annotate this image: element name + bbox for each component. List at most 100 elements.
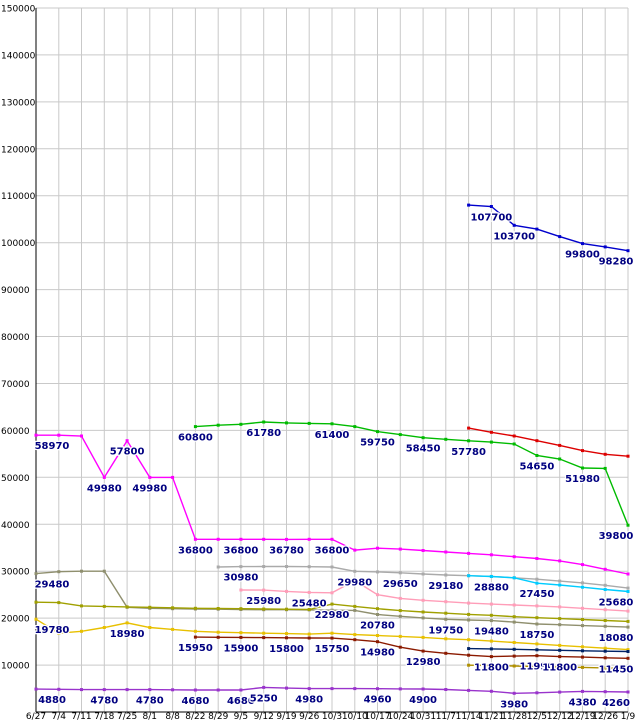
svg-text:51980: 51980 xyxy=(565,474,600,485)
svg-text:19750: 19750 xyxy=(428,625,463,636)
svg-text:11800: 11800 xyxy=(474,663,509,674)
svg-text:54650: 54650 xyxy=(520,462,555,473)
svg-text:103700: 103700 xyxy=(493,231,535,242)
svg-text:18080: 18080 xyxy=(599,633,634,644)
svg-text:107700: 107700 xyxy=(471,213,513,224)
svg-text:1/9: 1/9 xyxy=(621,712,636,720)
svg-text:39800: 39800 xyxy=(599,531,634,542)
svg-text:30000: 30000 xyxy=(1,568,30,578)
svg-text:14980: 14980 xyxy=(360,648,395,659)
svg-text:8/29: 8/29 xyxy=(208,712,228,720)
svg-text:61780: 61780 xyxy=(246,428,281,439)
svg-text:11/28: 11/28 xyxy=(501,712,527,720)
svg-text:11/21: 11/21 xyxy=(478,712,504,720)
svg-text:58450: 58450 xyxy=(406,444,441,455)
svg-text:49980: 49980 xyxy=(87,483,122,494)
svg-text:12/5: 12/5 xyxy=(527,712,547,720)
svg-text:11/14: 11/14 xyxy=(456,712,482,720)
svg-text:12980: 12980 xyxy=(406,657,441,668)
svg-text:15750: 15750 xyxy=(315,644,350,655)
svg-text:7/25: 7/25 xyxy=(117,712,137,720)
svg-text:150000: 150000 xyxy=(1,5,36,15)
svg-text:58970: 58970 xyxy=(35,441,70,452)
svg-text:60800: 60800 xyxy=(178,433,213,444)
svg-text:9/5: 9/5 xyxy=(234,712,248,720)
svg-text:7/18: 7/18 xyxy=(94,712,114,720)
svg-text:6/27: 6/27 xyxy=(26,712,46,720)
svg-text:130000: 130000 xyxy=(1,98,36,108)
svg-text:19480: 19480 xyxy=(474,627,509,638)
svg-text:57780: 57780 xyxy=(451,447,486,458)
svg-text:8/8: 8/8 xyxy=(165,712,180,720)
svg-text:25980: 25980 xyxy=(246,596,281,607)
svg-text:49980: 49980 xyxy=(132,483,167,494)
svg-text:10/17: 10/17 xyxy=(365,712,391,720)
svg-text:99800: 99800 xyxy=(565,250,600,261)
svg-text:4780: 4780 xyxy=(136,696,164,707)
svg-text:7/11: 7/11 xyxy=(71,712,91,720)
svg-text:10/31: 10/31 xyxy=(410,712,436,720)
svg-text:29650: 29650 xyxy=(383,579,418,590)
svg-text:9/26: 9/26 xyxy=(299,712,319,720)
svg-text:40000: 40000 xyxy=(1,521,30,531)
svg-text:10000: 10000 xyxy=(1,662,30,672)
svg-text:25680: 25680 xyxy=(599,598,634,609)
svg-text:10/10: 10/10 xyxy=(342,712,368,720)
svg-text:4880: 4880 xyxy=(38,695,66,706)
svg-text:8/1: 8/1 xyxy=(143,712,157,720)
svg-text:29480: 29480 xyxy=(35,580,70,591)
svg-text:120000: 120000 xyxy=(1,145,36,155)
svg-text:3980: 3980 xyxy=(500,699,528,710)
svg-text:12/12: 12/12 xyxy=(547,712,573,720)
svg-text:10/3: 10/3 xyxy=(322,712,342,720)
svg-text:4960: 4960 xyxy=(364,695,392,706)
svg-text:15950: 15950 xyxy=(178,643,213,654)
svg-text:98280: 98280 xyxy=(599,257,634,268)
svg-text:8/22: 8/22 xyxy=(185,712,205,720)
svg-text:4680: 4680 xyxy=(227,696,255,707)
svg-text:12/19: 12/19 xyxy=(570,712,596,720)
svg-text:36800: 36800 xyxy=(315,545,350,556)
svg-text:11/7: 11/7 xyxy=(436,712,456,720)
svg-text:25480: 25480 xyxy=(292,598,327,609)
svg-text:4260: 4260 xyxy=(602,698,630,709)
svg-text:28880: 28880 xyxy=(474,583,509,594)
svg-text:29180: 29180 xyxy=(428,581,463,592)
svg-text:50000: 50000 xyxy=(1,474,30,484)
svg-text:15800: 15800 xyxy=(269,644,304,655)
svg-text:61400: 61400 xyxy=(315,430,350,441)
svg-text:36800: 36800 xyxy=(224,545,259,556)
svg-text:27450: 27450 xyxy=(520,589,555,600)
svg-text:29980: 29980 xyxy=(337,577,372,588)
svg-text:20000: 20000 xyxy=(1,615,30,625)
svg-text:19780: 19780 xyxy=(35,625,70,636)
svg-text:70000: 70000 xyxy=(1,380,30,390)
svg-text:11800: 11800 xyxy=(542,663,577,674)
svg-text:9/19: 9/19 xyxy=(276,712,296,720)
svg-text:18980: 18980 xyxy=(110,629,145,640)
svg-text:18750: 18750 xyxy=(520,630,555,641)
svg-text:90000: 90000 xyxy=(1,286,30,296)
svg-text:60000: 60000 xyxy=(1,427,30,437)
svg-text:110000: 110000 xyxy=(1,192,36,202)
svg-text:4380: 4380 xyxy=(569,697,597,708)
svg-text:36780: 36780 xyxy=(269,545,304,556)
svg-text:30980: 30980 xyxy=(224,573,259,584)
svg-text:22980: 22980 xyxy=(315,610,350,621)
svg-text:57800: 57800 xyxy=(110,447,145,458)
svg-text:100000: 100000 xyxy=(1,239,36,249)
svg-text:9/12: 9/12 xyxy=(254,712,274,720)
svg-text:5250: 5250 xyxy=(250,693,278,704)
svg-text:80000: 80000 xyxy=(1,333,30,343)
svg-text:36800: 36800 xyxy=(178,545,213,556)
svg-text:12/26: 12/26 xyxy=(592,712,618,720)
svg-text:7/4: 7/4 xyxy=(52,712,67,720)
svg-text:4780: 4780 xyxy=(90,696,118,707)
svg-text:4980: 4980 xyxy=(295,695,323,706)
svg-text:4900: 4900 xyxy=(409,695,437,706)
svg-text:20780: 20780 xyxy=(360,621,395,632)
svg-text:11990: 11990 xyxy=(520,662,555,673)
svg-text:15900: 15900 xyxy=(224,643,259,654)
